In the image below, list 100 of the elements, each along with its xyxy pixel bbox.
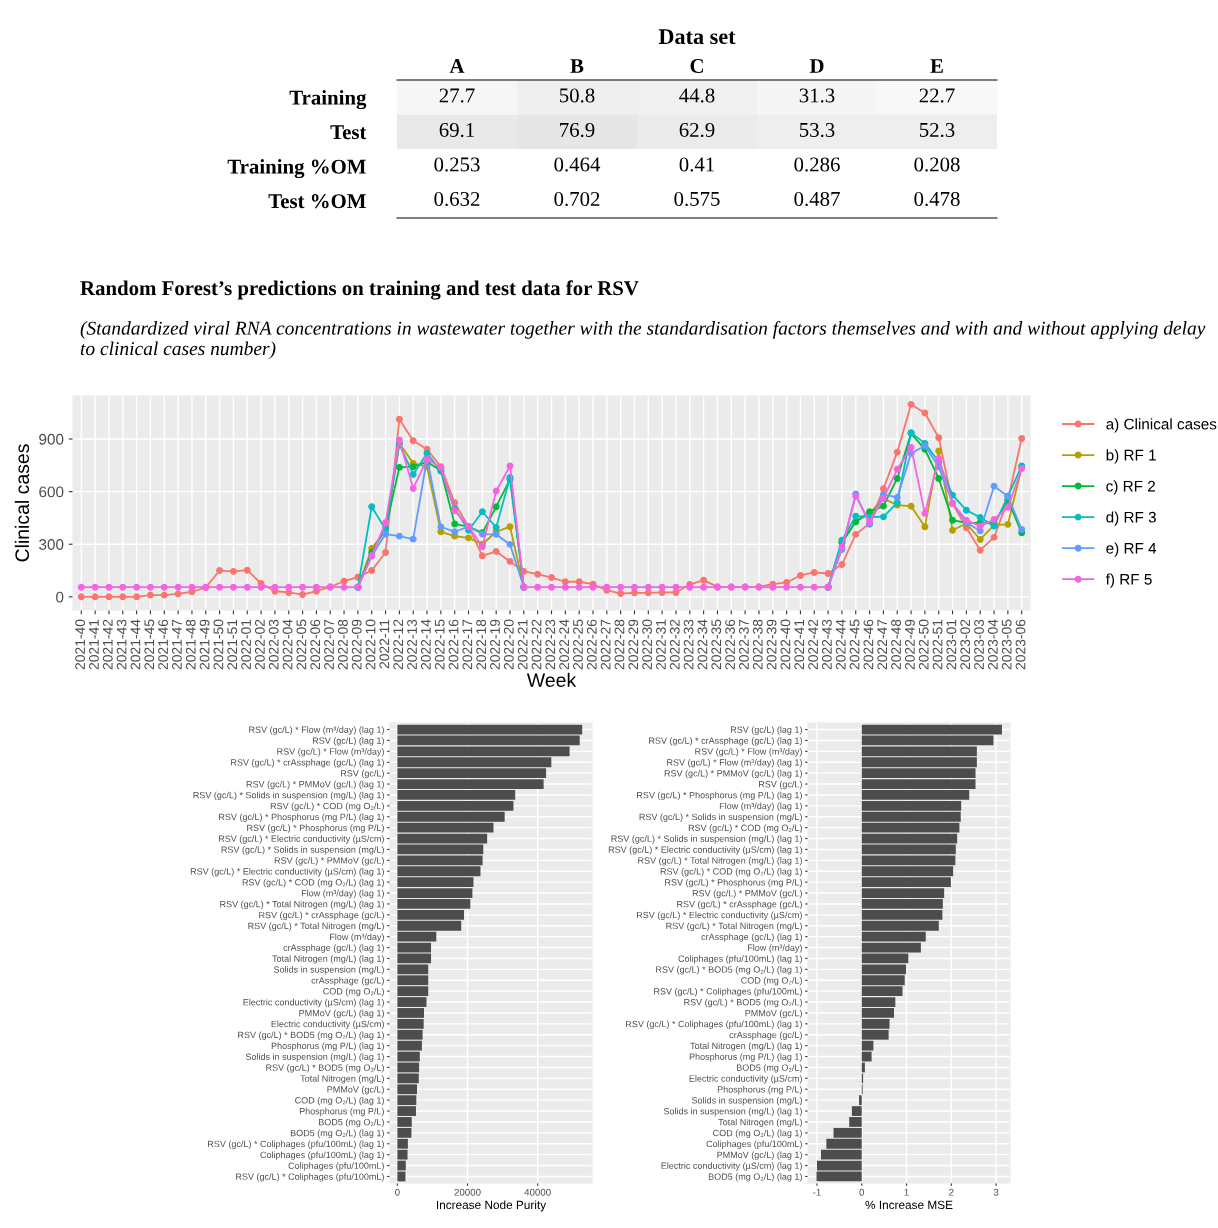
y-tick-label: RSV (gc/L) * Electric conductivity (µS/cm) (lag 1): [190, 867, 384, 877]
x-tick-label: 2022-04: [282, 619, 293, 670]
x-tick-label: E: [930, 59, 943, 73]
y-tick-label: RSV (gc/L) * BOD5 (mg O₂/L) (lag 1): [656, 966, 802, 975]
x-tick-label: 2022-40: [780, 619, 791, 670]
chart-title: Data set: [658, 29, 736, 45]
y-tick-label: BOD5 (mg O₂/L) (lag 1): [290, 1129, 384, 1138]
x-tick-label: 2023-02: [960, 619, 971, 670]
x-tick-label: 2022-36: [725, 619, 736, 670]
y-tick-label: RSV (gc/L) * Flow (m³/day) (lag 1): [249, 726, 384, 735]
x-tick-label: 2022-32: [669, 619, 680, 670]
y-tick-label: Coliphages (pfu/100mL): [288, 1162, 384, 1171]
x-tick-label: 2022-22: [531, 619, 542, 670]
x-tick-label: 2022-21: [517, 619, 528, 670]
x-tick-label: 0: [859, 1188, 865, 1196]
x-tick-label: D: [809, 59, 824, 73]
x-tick-label: 2022-42: [808, 619, 818, 670]
data-label: 22.7: [919, 88, 955, 103]
y-tick-label: RSV (gc/L) * BOD5 (mg O₂/L): [266, 1064, 384, 1073]
y-tick-label: Phosphorus (mg P/L): [299, 1107, 384, 1117]
legend-label: d) RF 3: [1106, 511, 1156, 526]
x-tick-label: 2022-49: [904, 619, 915, 670]
y-tick-label: COD (mg O₂/L) (lag 1): [295, 1096, 384, 1106]
y-tick-label: Solids in suspension (mg/L): [691, 1096, 802, 1106]
x-tick-label: 2021-45: [144, 619, 155, 670]
y-tick-label: RSV (gc/L) * crAssphage (gc/L): [677, 900, 802, 910]
y-tick-label: Solids in suspension (mg/L) (lag 1): [663, 1107, 802, 1117]
x-tick-label: 2021-50: [213, 619, 224, 670]
x-tick-label: A: [449, 59, 465, 73]
x-tick-label: 2022-37: [739, 619, 749, 670]
y-tick-label: RSV (gc/L) * Electric conductivity (µS/cm) (lag 1): [608, 846, 802, 855]
y-tick-label: RSV (gc/L): [759, 780, 802, 790]
x-tick-label: 2022-44: [835, 619, 846, 670]
x-tick-label: 2021-42: [102, 619, 113, 670]
data-label: 0.487: [794, 191, 840, 207]
x-tick-label: 2021-43: [116, 619, 127, 670]
y-tick-label: RSV (gc/L) * PMMoV (gc/L) (lag 1): [246, 780, 384, 790]
legend-label: e) RF 4: [1106, 542, 1157, 557]
x-tick-label: 2023-03: [974, 619, 984, 670]
y-tick-label: RSV (gc/L) * crAssphage (gc/L) (lag 1): [649, 737, 802, 746]
y-tick-label: RSV (gc/L) * COD (mg O₂/L) (lag 1): [242, 878, 384, 888]
y-tick-label: RSV (gc/L) * Phosphorus (mg P/L): [665, 878, 802, 888]
y-tick-label: RSV (gc/L) * crAssphage (gc/L): [259, 911, 384, 920]
x-tick-label: 3: [993, 1188, 999, 1196]
y-tick-label: Total Nitrogen (mg/L): [300, 1075, 384, 1084]
x-tick-label: 2022-14: [420, 619, 431, 670]
y-tick-label: Flow (m³/day): [330, 933, 384, 942]
y-tick-label: RSV (gc/L) * Flow (m³/day): [695, 748, 802, 757]
y-tick-label: 0: [56, 591, 64, 603]
x-tick-label: 2021-49: [199, 619, 210, 670]
x-tick-label: 2022-35: [711, 619, 722, 670]
y-tick-label: Flow (m³/day) (lag 1): [719, 802, 802, 811]
y-tick-label: PMMoV (gc/L) (lag 1): [299, 1009, 384, 1019]
legend-label: b) RF 1: [1106, 449, 1156, 464]
x-tick-label: 2021-51: [227, 619, 238, 670]
y-tick-label: RSV (gc/L) * COD (mg O₂/L) (lag 1): [660, 867, 802, 877]
x-tick-label: 2022-15: [434, 619, 445, 670]
x-tick-label: 2021-46: [158, 619, 168, 670]
y-tick-label: Test %OM: [268, 194, 366, 209]
x-tick-label: 2022-48: [891, 619, 901, 670]
y-tick-label: RSV (gc/L) * Total Nitrogen (mg/L): [248, 922, 384, 931]
x-tick-label: 40000: [524, 1188, 551, 1196]
x-tick-label: 2021-41: [89, 619, 99, 670]
y-tick-label: BOD5 (mg O₂/L): [736, 1064, 802, 1073]
y-tick-label: 900: [39, 433, 64, 445]
x-axis-title: % Increase MSE: [865, 1200, 953, 1210]
data-label: 0.253: [434, 157, 480, 172]
y-tick-label: RSV (gc/L) * Coliphages (pfu/100mL) (lag 1): [208, 1140, 384, 1149]
x-tick-label: 2022-23: [545, 619, 556, 670]
y-tick-label: Test: [330, 125, 367, 140]
x-tick-label: 2022-41: [794, 619, 805, 670]
x-tick-label: 2022-26: [586, 619, 597, 670]
x-tick-label: 2022-24: [559, 619, 570, 670]
x-tick-label: 2022-25: [573, 619, 583, 670]
data-label: 44.8: [679, 88, 715, 103]
y-tick-label: RSV (gc/L) * Solids in suspension (mg/L): [639, 813, 802, 822]
y-tick-label: Total Nitrogen (mg/L): [718, 1118, 802, 1128]
x-tick-label: 2022-51: [932, 619, 943, 670]
x-tick-label: C: [690, 58, 703, 73]
x-tick-label: 2022-47: [877, 619, 888, 670]
chart-subtitle: (Standardized viral RNA concentrations in wastewater together with the standardisation factors themselves and with and without applying delay to clinical cases number): [80, 320, 1206, 360]
y-tick-label: RSV (gc/L) * Total Nitrogen (mg/L): [666, 922, 802, 931]
x-tick-label: 2022-12: [393, 619, 404, 670]
data-label: 0.575: [674, 191, 720, 207]
data-label: 69.1: [439, 122, 474, 138]
x-tick-label: 2022-29: [628, 619, 639, 670]
y-tick-label: Total Nitrogen (mg/L) (lag 1): [690, 1042, 802, 1051]
x-tick-label: 2022-11: [379, 619, 390, 669]
x-tick-label: 2022-17: [462, 619, 473, 670]
x-axis-title: Week: [526, 672, 577, 688]
y-tick-label: crAssphage (gc/L): [729, 1031, 802, 1040]
y-tick-label: BOD5 (mg O₂/L) (lag 1): [708, 1173, 802, 1182]
data-label: 76.9: [560, 122, 595, 138]
x-tick-label: B: [570, 59, 584, 73]
y-tick-label: PMMoV (gc/L): [327, 1085, 384, 1095]
y-tick-label: Flow (m³/day) (lag 1): [301, 889, 384, 899]
data-label: 31.3: [799, 88, 835, 103]
data-label: 50.8: [559, 88, 595, 103]
y-tick-label: Phosphorus (mg P/L): [717, 1085, 802, 1095]
y-tick-label: Flow (m³/day): [748, 944, 802, 953]
